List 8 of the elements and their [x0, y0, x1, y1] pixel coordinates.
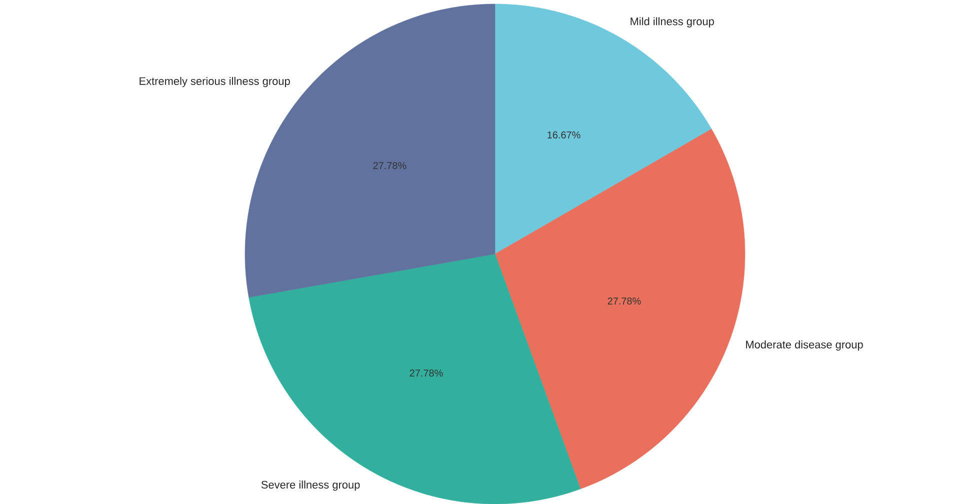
data-label: 27.78% — [373, 162, 406, 170]
slice-label: Mild illness group — [630, 17, 714, 28]
slice-label: Severe illness group — [261, 480, 360, 491]
data-label: 16.67% — [548, 131, 580, 138]
slice-label: Moderate disease group — [746, 340, 863, 351]
slice-label: Extremely serious illness group — [140, 76, 290, 88]
data-label: 27.78% — [608, 298, 641, 305]
data-label: 27.78% — [410, 370, 443, 377]
